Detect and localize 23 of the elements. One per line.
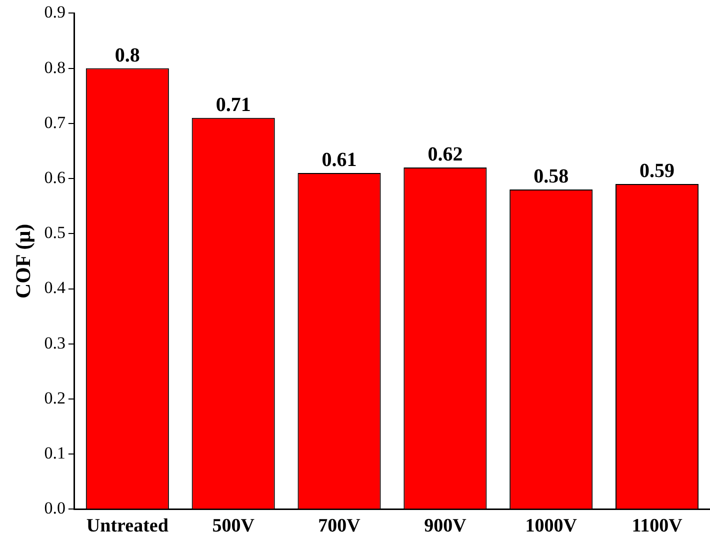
x-tick-label: 1100V (632, 516, 683, 537)
x-tick-label: 700V (318, 516, 361, 537)
y-tick-label: 0.7 (44, 112, 66, 132)
y-tick-label: 0.3 (44, 333, 66, 352)
data-label: 0.8 (114, 44, 140, 66)
y-tick-label: 0.8 (44, 58, 66, 77)
y-tick-label: 0.0 (44, 498, 66, 518)
data-label: 0.61 (322, 149, 357, 172)
data-label: 0.71 (216, 94, 251, 116)
y-tick-label: 0.5 (44, 223, 66, 242)
data-label: 0.62 (428, 144, 463, 166)
y-tick-label: 0.6 (44, 168, 66, 187)
x-tick-label: 500V (212, 516, 255, 537)
y-tick-label: 0.1 (44, 444, 66, 463)
data-label: 0.59 (640, 160, 675, 182)
x-tick-label: Untreated (86, 516, 169, 537)
x-tick-label: 900V (424, 516, 467, 537)
data-label: 0.58 (534, 166, 569, 188)
y-tick-label: 0.4 (44, 278, 66, 298)
y-tick-label: 0.9 (44, 2, 66, 22)
x-tick-label: 1000V (525, 516, 578, 537)
y-axis-title: COF (μ) (11, 224, 36, 299)
y-tick-label: 0.2 (44, 388, 66, 408)
